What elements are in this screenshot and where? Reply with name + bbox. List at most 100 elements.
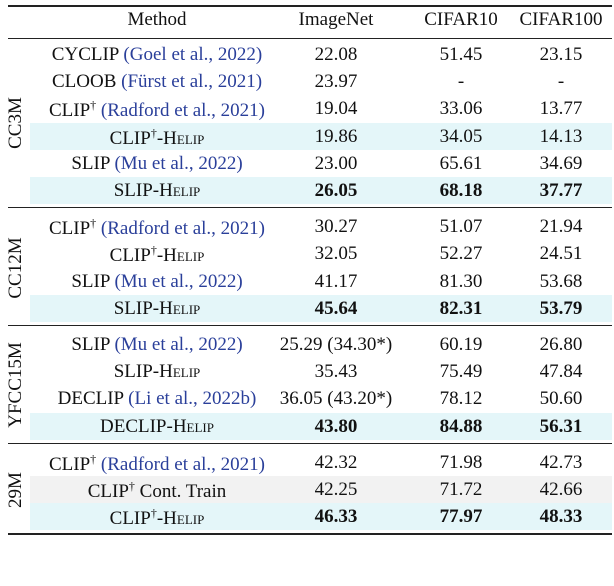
method-text: † — [150, 506, 157, 521]
value-cell: 13.77 — [539, 98, 583, 120]
group-label: 29M — [5, 471, 26, 508]
method-cell: CLIP†-Helip — [110, 506, 205, 530]
value-cell: 50.60 — [539, 388, 583, 410]
method-text: † — [128, 479, 135, 493]
method-text: DECLIP — [57, 388, 129, 410]
value-cell: 46.33 — [314, 506, 358, 528]
method-cell: CLIP† (Radford et al., 2021) — [49, 98, 265, 122]
value-cell: 19.86 — [314, 125, 358, 147]
method-text: (Radford et al., 2021) — [100, 218, 266, 240]
method-text: (Li et al., 2022b) — [128, 388, 257, 410]
value-cell: 78.12 — [439, 388, 483, 410]
row-shade — [30, 412, 612, 440]
method-text: CLIP — [48, 218, 91, 240]
method-text: (Mu et al., 2022) — [114, 270, 243, 292]
value-cell: 34.05 — [439, 125, 483, 147]
method-cell: CYCLIP (Goel et al., 2022) — [52, 44, 262, 66]
value-cell: 42.66 — [539, 479, 583, 500]
method-text: CLIP — [48, 453, 91, 475]
rule — [8, 533, 612, 535]
rule — [8, 325, 612, 326]
value-cell: 45.64 — [314, 297, 358, 319]
method-cell: SLIP-Helip — [114, 298, 201, 320]
row-shade — [30, 294, 612, 322]
row-shade — [30, 177, 612, 205]
value-cell: 68.18 — [439, 180, 483, 201]
method-text: SLIP — [71, 270, 115, 292]
method-text: SLIP — [71, 152, 115, 174]
value-cell: 14.13 — [539, 125, 583, 147]
method-text: † — [150, 125, 157, 140]
value-cell: 42.25 — [314, 479, 358, 500]
method-cell: SLIP (Mu et al., 2022) — [71, 153, 242, 175]
method-text: SLIP-Helip — [113, 297, 201, 319]
method-text: -Helip — [156, 127, 205, 149]
method-text: CLOOB — [51, 71, 122, 93]
column-header: ImageNet — [298, 9, 374, 30]
value-cell: 42.32 — [314, 451, 358, 473]
value-cell: 21.94 — [539, 216, 583, 238]
method-text: CLIP — [109, 245, 151, 267]
column-header: CIFAR100 — [519, 9, 603, 30]
method-text: CLIP — [87, 481, 129, 502]
value-cell: 32.05 — [314, 243, 358, 265]
method-text: CLIP — [48, 100, 91, 122]
group-label: CC3M — [5, 96, 26, 149]
method-text: † — [90, 216, 97, 231]
value-cell: 36.05 (43.20*) — [279, 388, 393, 410]
value-cell: 77.97 — [439, 506, 483, 528]
value-cell: 23.97 — [314, 71, 358, 93]
group-label: CC12M — [5, 236, 26, 299]
method-cell: CLOOB (Fürst et al., 2021) — [52, 71, 262, 93]
method-cell: CLIP† Cont. Train — [88, 479, 227, 503]
value-cell: 30.27 — [314, 216, 358, 238]
value-cell: 75.49 — [439, 361, 483, 383]
value-cell: 65.61 — [439, 152, 483, 174]
method-text: SLIP-Helip — [113, 361, 201, 383]
method-text: CLIP — [109, 508, 151, 530]
value-cell: 47.84 — [539, 361, 583, 383]
method-text: Cont. Train — [134, 481, 227, 502]
value-cell: 37.77 — [539, 180, 583, 201]
value-cell: 53.68 — [539, 270, 583, 292]
method-cell: CLIP†-Helip — [110, 243, 205, 267]
value-cell: 71.72 — [439, 479, 483, 500]
method-text: (Mu et al., 2022) — [114, 152, 243, 174]
value-cell: 34.69 — [539, 152, 583, 174]
method-text: (Fürst et al., 2021) — [121, 71, 263, 93]
value-cell: 26.80 — [539, 334, 583, 355]
value-cell: 82.31 — [439, 297, 483, 319]
method-text: † — [90, 451, 97, 466]
value-cell: - — [557, 71, 565, 93]
value-cell: 26.05 — [314, 180, 358, 201]
value-cell: 84.88 — [439, 415, 483, 437]
method-text: † — [150, 243, 157, 258]
method-cell: DECLIP (Li et al., 2022b) — [58, 388, 257, 410]
value-cell: 60.19 — [439, 334, 483, 355]
method-text: CLIP — [109, 127, 151, 149]
value-cell: 35.43 — [314, 361, 358, 383]
column-header: CIFAR10 — [424, 9, 498, 30]
method-text: (Mu et al., 2022) — [114, 334, 243, 355]
value-cell: 23.00 — [314, 152, 358, 174]
method-text: (Radford et al., 2021) — [100, 453, 266, 475]
method-cell: SLIP-Helip — [114, 180, 201, 202]
value-cell: 41.17 — [314, 270, 358, 292]
value-cell: 23.15 — [539, 44, 583, 65]
method-cell: CLIP† (Radford et al., 2021) — [49, 216, 265, 240]
rule — [8, 442, 612, 444]
method-text: -Helip — [156, 245, 205, 267]
method-cell: DECLIP-Helip — [100, 416, 214, 438]
row-shade — [30, 122, 612, 150]
column-header: Method — [127, 9, 187, 30]
method-cell: CLIP† (Radford et al., 2021) — [49, 452, 265, 476]
value-cell: 53.79 — [539, 297, 583, 319]
value-cell: 81.30 — [439, 270, 483, 292]
value-cell: 25.29 (34.30*) — [279, 334, 393, 355]
value-cell: 19.04 — [314, 98, 358, 120]
value-cell: 51.45 — [439, 44, 483, 65]
value-cell: 33.06 — [439, 98, 483, 120]
rule — [8, 5, 612, 7]
method-cell: CLIP†-Helip — [110, 126, 205, 150]
